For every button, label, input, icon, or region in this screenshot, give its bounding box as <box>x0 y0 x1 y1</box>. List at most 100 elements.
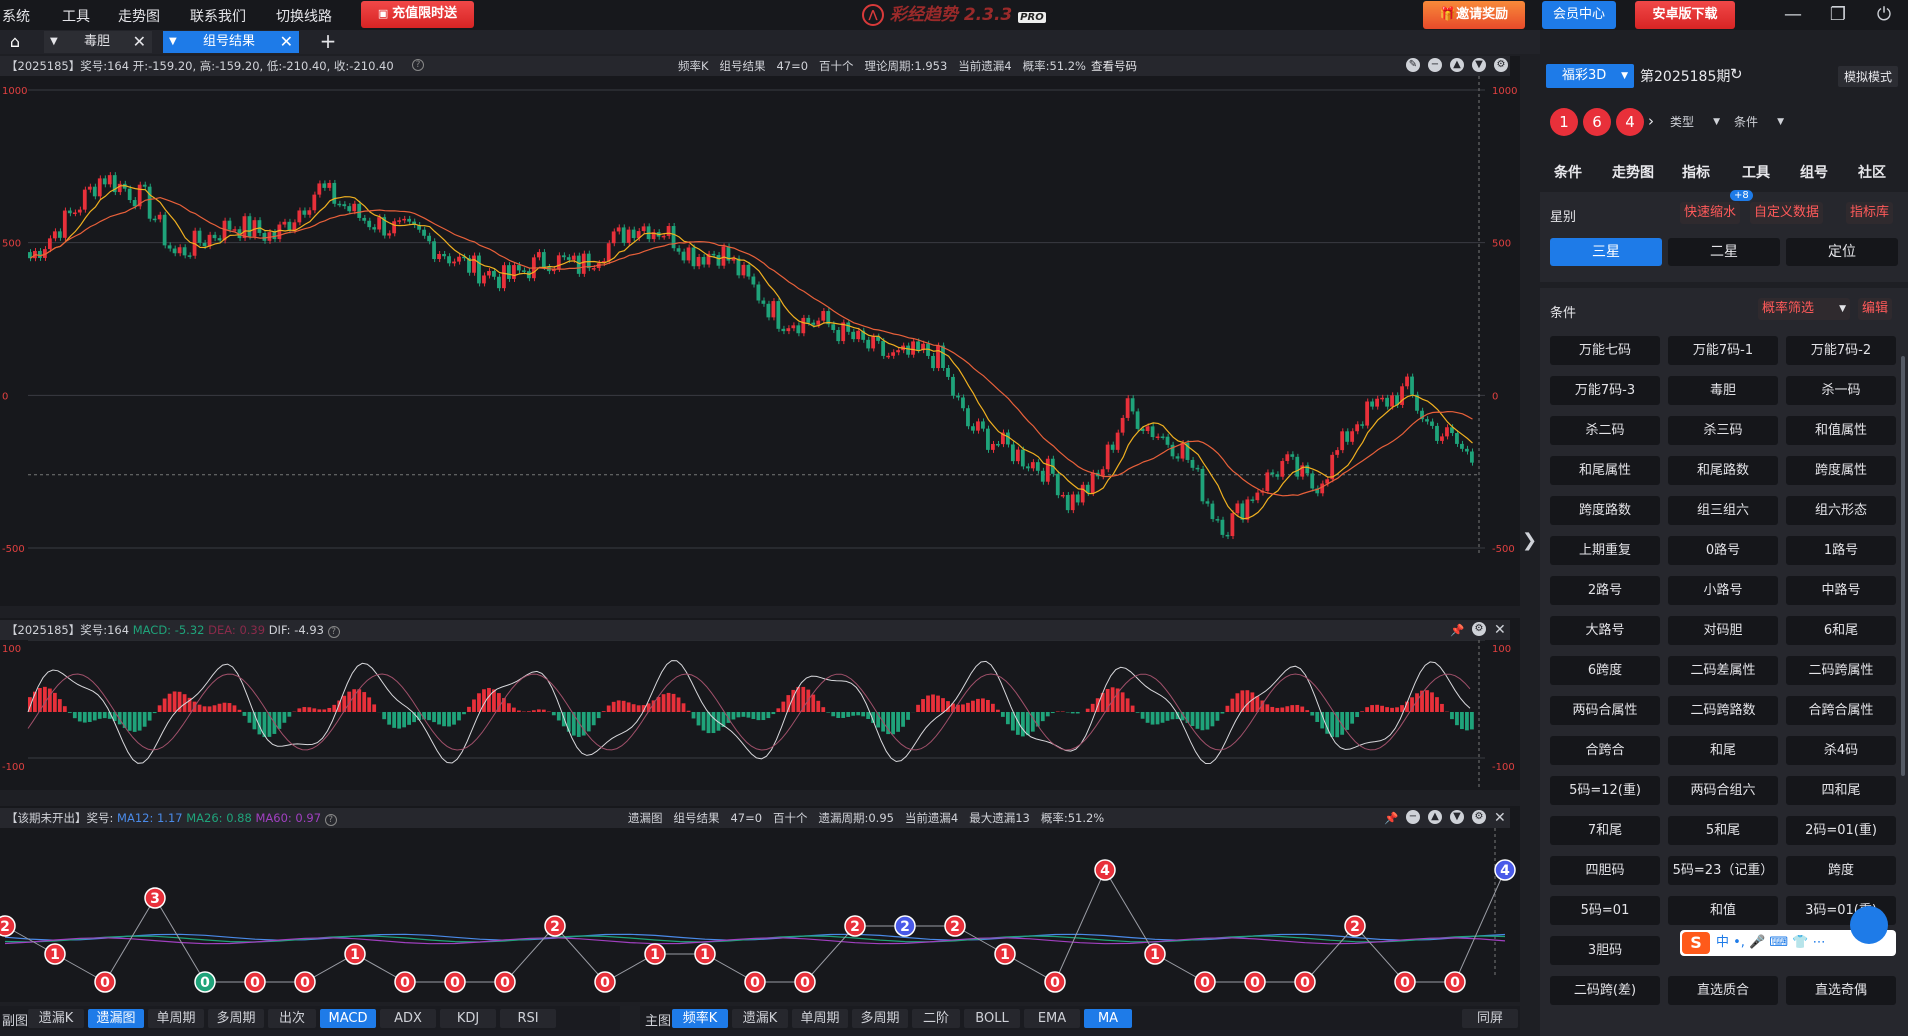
edit-icon[interactable]: ✎ <box>1406 58 1420 72</box>
condition-button[interactable]: 5码=12(重) <box>1550 776 1660 805</box>
lottery-select[interactable]: 福彩3D ▼ <box>1546 64 1634 88</box>
custom-data-link[interactable]: 自定义数据 <box>1750 202 1824 224</box>
condition-button[interactable]: 万能七码 <box>1550 336 1660 365</box>
condition-button[interactable]: 上期重复 <box>1550 536 1660 565</box>
rtab-group[interactable]: 组号 <box>1800 165 1828 181</box>
condition-dropdown[interactable]: 条件 ▼ <box>1734 111 1784 133</box>
condition-button[interactable]: 7和尾 <box>1550 816 1660 845</box>
close-icon[interactable]: ✕ <box>1494 810 1506 826</box>
arrow-down-icon[interactable]: ▼ <box>1450 810 1464 824</box>
condition-button[interactable]: 对码胆 <box>1668 616 1778 645</box>
edit-link[interactable]: 编辑 <box>1858 298 1893 320</box>
sub-chart-item[interactable]: 遗漏K <box>28 1009 84 1028</box>
sub-chart-item[interactable]: 出次 <box>268 1009 316 1028</box>
maximize-icon[interactable]: ❐ <box>1829 4 1847 25</box>
main-chart-item[interactable]: 频率K <box>672 1009 728 1028</box>
condition-button[interactable]: 2码=01(重) <box>1786 816 1896 845</box>
condition-button[interactable]: 跨度 <box>1786 856 1896 885</box>
condition-button[interactable]: 四胆码 <box>1550 856 1660 885</box>
main-chart-item[interactable]: MA <box>1084 1009 1132 1028</box>
condition-button[interactable]: 2路号 <box>1550 576 1660 605</box>
condition-button[interactable]: 二码跨属性 <box>1786 656 1896 685</box>
miss-chart[interactable]: 2 1 0 3 0 0 0 1 0 0 0 2 0 1 1 0 0 2 2 2 1 0 4 1 0 0 0 2 0 0 4 <box>0 828 1520 1002</box>
condition-button[interactable]: 中路号 <box>1786 576 1896 605</box>
sync-screen-button[interactable]: 同屏 <box>1462 1009 1518 1028</box>
rtab-trend[interactable]: 走势图 <box>1612 165 1654 181</box>
android-download-button[interactable]: 安卓版下载 <box>1635 1 1735 29</box>
condition-button[interactable]: 合跨合 <box>1550 736 1660 765</box>
probability-filter-dropdown[interactable]: 概率筛选 ▼ <box>1758 298 1850 320</box>
settings-icon[interactable]: ⚙ <box>1472 810 1486 824</box>
condition-button[interactable]: 万能7码-3 <box>1550 376 1660 405</box>
simulate-mode-button[interactable]: 模拟模式 <box>1838 66 1899 87</box>
collapse-arrow-icon[interactable]: ❯ <box>1522 530 1538 551</box>
main-chart-item[interactable]: 多周期 <box>852 1009 908 1028</box>
sub-chart-item[interactable]: ADX <box>380 1009 436 1028</box>
tab-group-result[interactable]: ▼ 组号结果 ✕ <box>163 31 299 53</box>
sogou-icon[interactable]: S <box>1682 932 1710 954</box>
condition-button[interactable]: 组六形态 <box>1786 496 1896 525</box>
indicator-lib-link[interactable]: 指标库 <box>1846 202 1894 224</box>
sub-chart-item[interactable]: 单周期 <box>148 1009 204 1028</box>
condition-button[interactable]: 杀二码 <box>1550 416 1660 445</box>
condition-button[interactable]: 二码跨路数 <box>1668 696 1778 725</box>
condition-button[interactable]: 组三组六 <box>1668 496 1778 525</box>
condition-button[interactable]: 万能7码-1 <box>1668 336 1778 365</box>
home-icon[interactable]: ⌂ <box>9 32 21 51</box>
close-icon[interactable]: ✕ <box>1494 622 1506 638</box>
arrow-up-icon[interactable]: ▲ <box>1450 58 1464 72</box>
main-chart-item[interactable]: 单周期 <box>792 1009 848 1028</box>
settings-icon[interactable]: ⚙ <box>1472 622 1486 636</box>
condition-button[interactable]: 万能7码-2 <box>1786 336 1896 365</box>
condition-button[interactable]: 杀一码 <box>1786 376 1896 405</box>
main-chart-item[interactable]: 遗漏K <box>732 1009 788 1028</box>
type-dropdown[interactable]: 类型 ▼ <box>1670 111 1720 133</box>
main-chart-item[interactable]: EMA <box>1024 1009 1080 1028</box>
arrow-up-icon[interactable]: ▲ <box>1428 810 1442 824</box>
condition-button[interactable]: 5码=01 <box>1550 896 1660 925</box>
promo-button[interactable]: ▣ 充值限时送 <box>361 1 474 28</box>
menu-switch-line[interactable]: 切换线路 <box>276 9 332 25</box>
condition-button[interactable]: 四和尾 <box>1786 776 1896 805</box>
rtab-indicator[interactable]: 指标 <box>1682 165 1710 181</box>
rtab-community[interactable]: 社区 <box>1858 165 1886 181</box>
condition-button[interactable]: 6跨度 <box>1550 656 1660 685</box>
power-icon[interactable]: ⏻ <box>1876 4 1892 25</box>
condition-button[interactable]: 和尾 <box>1668 736 1778 765</box>
help-icon[interactable]: ? <box>327 626 340 638</box>
tab-dudan[interactable]: ▼ 毒胆 ✕ <box>44 31 152 53</box>
minimize-icon[interactable]: — <box>1784 4 1802 25</box>
refresh-icon[interactable]: ↻ <box>1730 65 1743 83</box>
view-numbers-button[interactable]: 查看号码 <box>1091 59 1137 73</box>
condition-button[interactable]: 毒胆 <box>1668 376 1778 405</box>
sub-chart-item[interactable]: 遗漏图 <box>88 1009 144 1028</box>
condition-button[interactable]: 0路号 <box>1668 536 1778 565</box>
assistant-icon[interactable] <box>1850 906 1888 944</box>
menu-trend-chart[interactable]: 走势图 <box>118 9 160 25</box>
condition-button[interactable]: 直选奇偶 <box>1786 976 1896 1005</box>
menu-system[interactable]: 系统 <box>2 9 30 25</box>
rtab-conditions[interactable]: 条件 <box>1554 165 1582 181</box>
condition-button[interactable]: 3胆码 <box>1550 936 1660 965</box>
quick-filter-link[interactable]: 快速缩水 <box>1680 202 1741 224</box>
seg-two-star[interactable]: 二星 <box>1668 238 1780 266</box>
close-icon[interactable]: ✕ <box>132 32 146 51</box>
condition-button[interactable]: 直选质合 <box>1668 976 1778 1005</box>
seg-three-star[interactable]: 三星 <box>1550 238 1662 266</box>
condition-button[interactable]: 小路号 <box>1668 576 1778 605</box>
close-icon[interactable]: ✕ <box>279 32 293 51</box>
minus-icon[interactable]: − <box>1428 58 1442 72</box>
condition-button[interactable]: 大路号 <box>1550 616 1660 645</box>
condition-button[interactable]: 杀三码 <box>1668 416 1778 445</box>
condition-button[interactable]: 和尾路数 <box>1668 456 1778 485</box>
condition-button[interactable]: 1路号 <box>1786 536 1896 565</box>
condition-button[interactable]: 两码合组六 <box>1668 776 1778 805</box>
rtab-tools[interactable]: 工具 <box>1742 165 1770 181</box>
condition-button[interactable]: 合跨合属性 <box>1786 696 1896 725</box>
pin-icon[interactable]: 📌 <box>1450 623 1465 637</box>
sub-chart-item[interactable]: 多周期 <box>208 1009 264 1028</box>
menu-contact[interactable]: 联系我们 <box>190 9 246 25</box>
main-chart-item[interactable]: BOLL <box>964 1009 1020 1028</box>
condition-button[interactable]: 跨度属性 <box>1786 456 1896 485</box>
condition-button[interactable]: 和值属性 <box>1786 416 1896 445</box>
